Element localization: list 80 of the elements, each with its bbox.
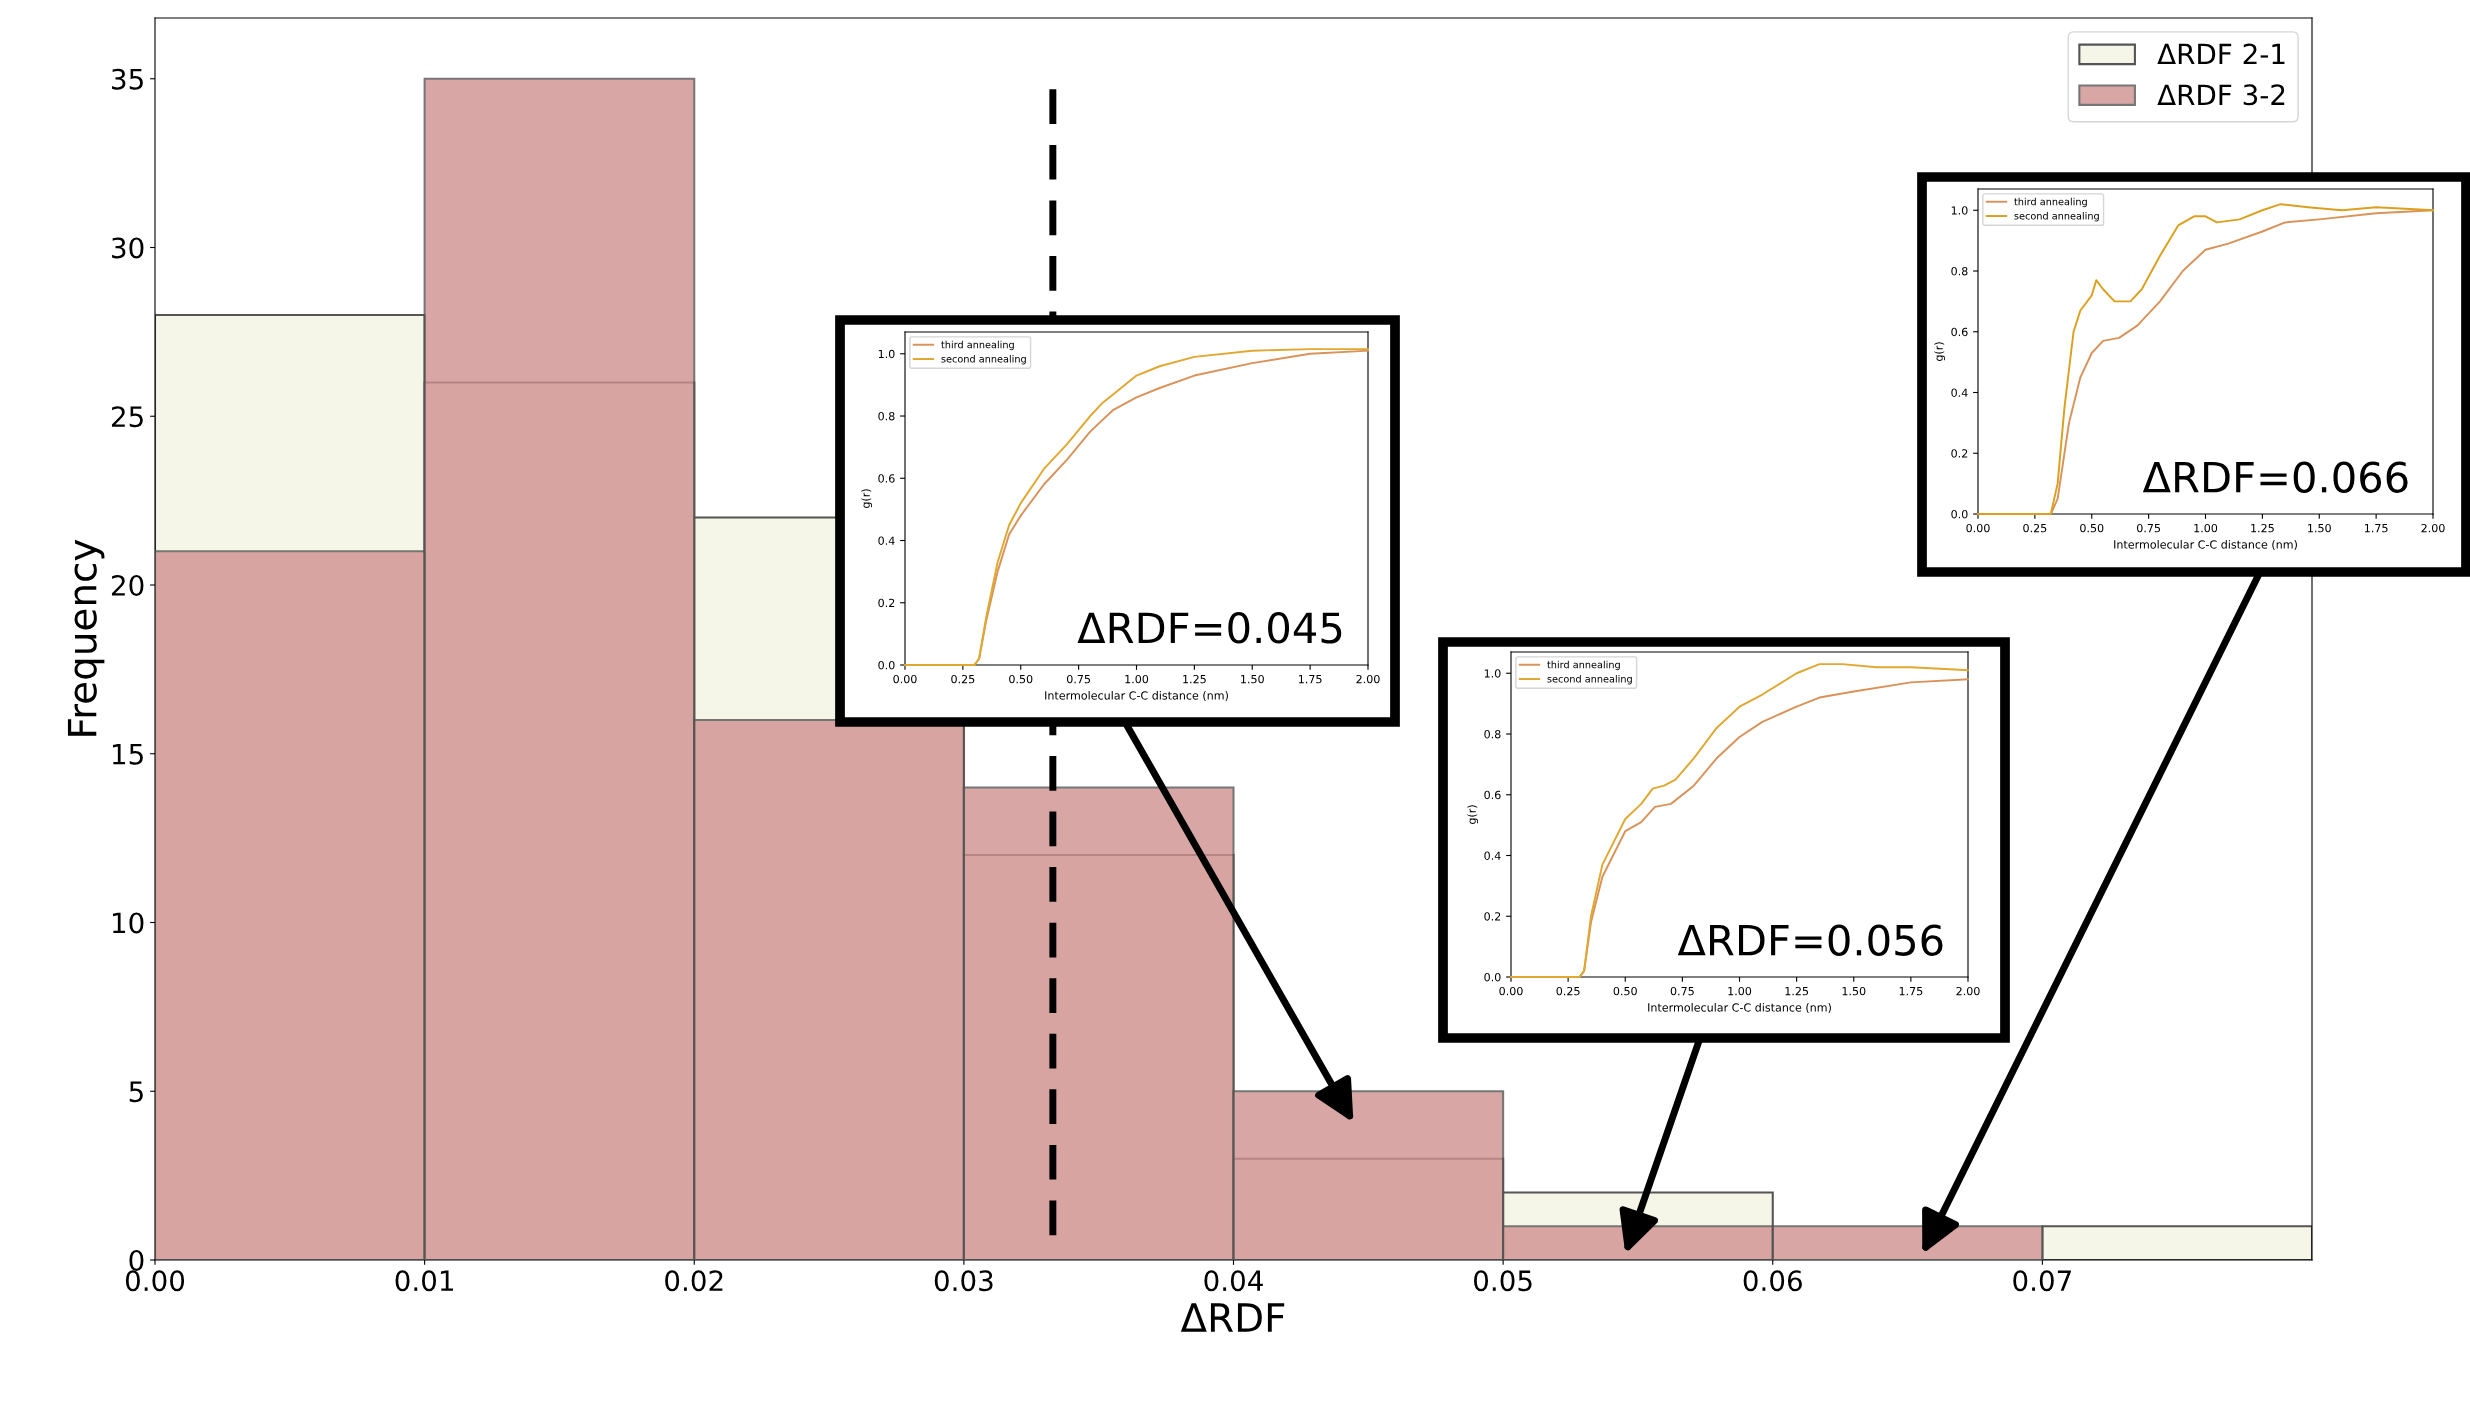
- annotation: ΔRDF=0.056: [1677, 924, 1943, 956]
- y-tick-label: 10: [112, 912, 144, 934]
- y-tick-label: 0.4: [1484, 851, 1501, 860]
- y-tick-label: 5: [129, 1081, 143, 1103]
- x-tick-label: 1.75: [2364, 524, 2388, 533]
- y-tick-label: 0.6: [1951, 327, 1968, 337]
- x-tick-label: 0.50: [2080, 523, 2104, 533]
- y-tick-label: 0.0: [878, 660, 895, 670]
- legend-label: third annealing: [2014, 197, 2087, 208]
- x-tick-label: 0.00: [1966, 523, 1990, 533]
- x-tick-label: 1.00: [1125, 674, 1149, 684]
- x-tick-label: 0.75: [1670, 986, 1694, 996]
- x-axis-title: Intermolecular C-C distance (nm): [2114, 540, 2297, 550]
- legend-label: ΔRDF 2-1: [2157, 43, 2285, 65]
- y-tick-label: 0.2: [1951, 449, 1968, 458]
- y-tick-label: 1.0: [1951, 206, 1968, 215]
- x-tick-label: 1.50: [2308, 523, 2331, 533]
- legend-label: second annealing: [941, 355, 1026, 365]
- legend-label: ΔRDF 3-2: [2157, 84, 2285, 106]
- y-tick-label: 0.8: [1484, 729, 1501, 739]
- x-axis-title: Intermolecular C-C distance (nm): [1648, 1003, 1831, 1013]
- x-tick-label: 1.50: [1241, 674, 1264, 684]
- x-tick-label: 2.00: [1956, 986, 1980, 996]
- x-tick-label: 0.25: [1556, 986, 1580, 996]
- y-tick-label: 30: [112, 237, 144, 259]
- x-tick-label: 0.25: [2023, 523, 2047, 533]
- annotation: ΔRDF=0.045: [1077, 612, 1342, 644]
- x-tick-label: 0.00: [125, 1270, 185, 1292]
- x-tick-label: 0.50: [1009, 674, 1033, 684]
- y-axis-title: g(r): [1467, 805, 1479, 825]
- y-tick-label: 0.4: [1951, 388, 1968, 397]
- x-tick-label: 0.25: [951, 674, 975, 684]
- x-axis-title: Intermolecular C-C distance (nm): [1045, 691, 1228, 701]
- y-tick-label: 0.2: [1484, 912, 1501, 921]
- x-tick-label: 1.75: [1899, 987, 1923, 996]
- legend-label: second annealing: [2014, 212, 2099, 222]
- y-tick-label: 0.8: [1951, 266, 1968, 276]
- y-tick-label: 1.0: [878, 349, 895, 359]
- x-tick-label: 0.75: [1066, 674, 1091, 684]
- x-tick-label: 1.25: [2251, 523, 2274, 533]
- x-tick-label: 0.02: [665, 1270, 723, 1292]
- y-tick-label: 0.4: [878, 536, 895, 545]
- x-tick-label: 2.00: [2421, 523, 2445, 533]
- x-tick-label: 0.00: [1499, 986, 1523, 996]
- x-tick-label: 1.25: [1183, 674, 1206, 684]
- y-tick-label: 0.6: [1484, 790, 1501, 800]
- x-tick-label: 1.00: [1728, 986, 1752, 996]
- x-tick-label: 0.75: [2136, 523, 2161, 533]
- y-tick-label: 0.8: [878, 412, 895, 421]
- x-tick-label: 1.00: [2194, 523, 2218, 533]
- y-tick-label: 0.2: [878, 598, 895, 608]
- x-tick-label: 0.06: [1743, 1270, 1802, 1292]
- x-tick-label: 0.05: [1474, 1270, 1532, 1292]
- y-tick-label: 15: [112, 744, 143, 765]
- legend-label: third annealing: [1547, 660, 1620, 671]
- y-tick-label: 0: [129, 1249, 144, 1271]
- x-tick-label: 1.75: [1298, 675, 1322, 684]
- y-tick-label: 1.0: [1484, 669, 1501, 678]
- legend-label: second annealing: [1547, 675, 1632, 685]
- y-tick-label: 0.6: [878, 474, 895, 483]
- y-tick-label: 20: [111, 574, 144, 596]
- x-tick-label: 0.01: [395, 1270, 453, 1292]
- x-tick-label: 2.00: [1356, 674, 1380, 684]
- y-tick-label: 35: [112, 68, 143, 90]
- x-tick-label: 0.07: [2013, 1270, 2071, 1292]
- x-tick-label: 0.04: [1204, 1270, 1263, 1292]
- y-axis-title: Frequency: [67, 539, 105, 736]
- y-tick-label: 0.0: [1484, 972, 1501, 982]
- x-tick-label: 1.25: [1785, 986, 1809, 996]
- x-tick-label: 0.00: [893, 674, 917, 684]
- y-axis-title: g(r): [861, 489, 873, 509]
- y-tick-label: 0.0: [1951, 509, 1968, 519]
- y-axis-title: g(r): [1934, 342, 1946, 362]
- annotation: ΔRDF=0.066: [2142, 461, 2408, 493]
- x-tick-label: 0.03: [934, 1270, 993, 1292]
- y-tick-label: 25: [111, 406, 143, 428]
- x-tick-label: 0.50: [1613, 986, 1637, 996]
- legend-label: third annealing: [941, 340, 1014, 351]
- x-axis-title: ΔRDF: [1180, 1303, 1285, 1332]
- x-tick-label: 1.50: [1842, 986, 1866, 996]
